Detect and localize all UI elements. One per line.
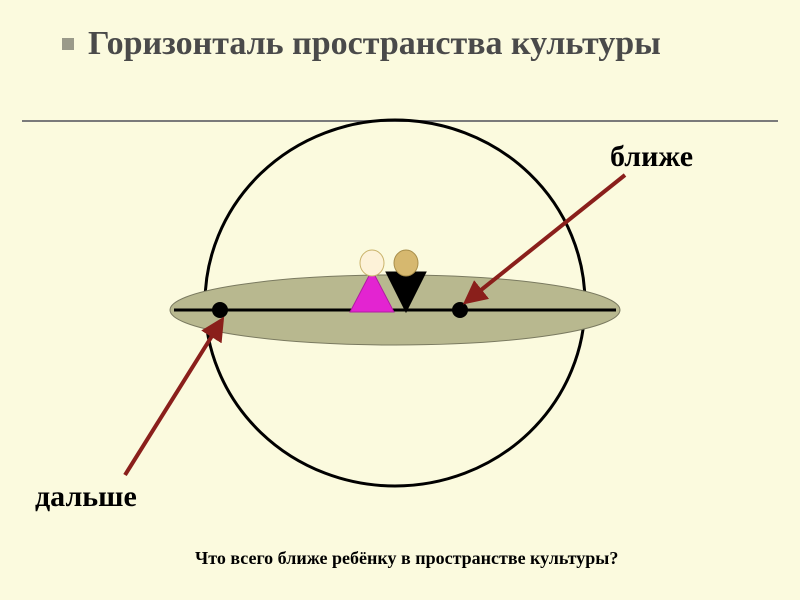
dot-near (452, 302, 468, 318)
figure-left-head (360, 250, 384, 276)
label-farther: дальше (35, 480, 137, 514)
arrow-closer (466, 175, 625, 302)
arrow-farther (125, 320, 222, 475)
label-closer: ближе (610, 140, 693, 174)
slide-question: Что всего ближе ребёнку в пространстве к… (195, 548, 618, 569)
figure-right-head (394, 250, 418, 276)
dot-far (212, 302, 228, 318)
slide: Горизонталь пространства культуры ближе … (0, 0, 800, 600)
